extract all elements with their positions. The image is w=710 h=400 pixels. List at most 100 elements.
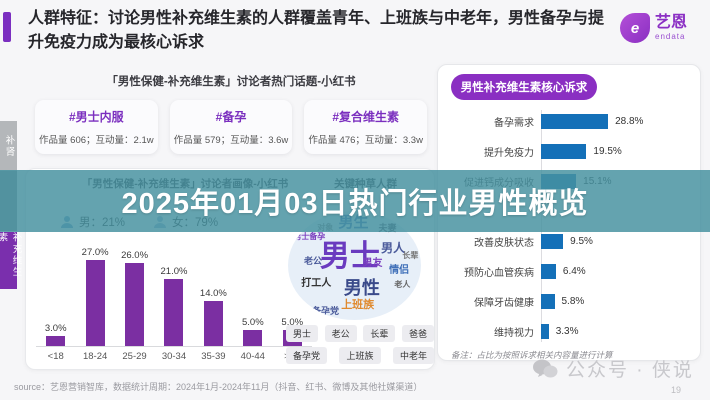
age-bar-column: 3.0% bbox=[36, 323, 75, 346]
topic-card: #男士内服作品量 606；互动量：2.1w bbox=[35, 100, 158, 154]
demand-bar bbox=[541, 323, 549, 339]
topics-heading: 「男性保健-补充维生素」讨论者热门话题-小红书 bbox=[106, 76, 356, 88]
endata-logo: e 艺恩 endata bbox=[620, 13, 687, 43]
cloud-word: 老人 bbox=[394, 279, 411, 289]
age-bar bbox=[203, 301, 223, 346]
age-bar-value: 3.0% bbox=[44, 323, 67, 335]
age-bar-value: 5.0% bbox=[281, 317, 304, 328]
cloud-word: 备孕党 bbox=[311, 305, 339, 316]
age-axis-label: 18-24 bbox=[82, 351, 108, 362]
age-bar bbox=[164, 278, 184, 346]
demand-value: 3.3% bbox=[555, 325, 579, 337]
age-bar bbox=[85, 259, 105, 346]
cloud-word: 上班族 bbox=[341, 299, 375, 312]
demand-value: 5.8% bbox=[561, 295, 585, 307]
demands-title-pill: 男性补充维生素核心诉求 bbox=[451, 74, 597, 100]
demand-bar bbox=[541, 113, 609, 129]
watermark: 公众号 · 侠说 bbox=[532, 355, 694, 382]
title-accent-bar bbox=[3, 12, 11, 42]
sidebar-tab-bushen[interactable]: 补肾 bbox=[0, 121, 17, 171]
demands-note: 备注：占比为按照诉求相关内容量进行计算 bbox=[451, 350, 613, 360]
topic-stats: 作品量 606；互动量：2.1w bbox=[39, 135, 154, 146]
cloud-word: 男士 bbox=[319, 239, 380, 273]
age-bar-value: 14.0% bbox=[199, 288, 227, 300]
age-bar bbox=[125, 262, 145, 346]
age-bar-column: 5.0% bbox=[233, 317, 272, 346]
audience-chip: 中老年 bbox=[392, 347, 434, 364]
demand-bar bbox=[541, 293, 555, 309]
chip-row: 男士 老公 长辈 爸爸 bbox=[286, 325, 434, 342]
cloud-word: 男性 bbox=[343, 277, 380, 298]
age-axis-label: <18 bbox=[47, 351, 64, 362]
source-note: source：艺恩营销智库，数据统计周期：2024年1月-2024年11月（抖音… bbox=[14, 382, 423, 392]
logo-subtext: endata bbox=[655, 32, 686, 41]
topic-tag: #复合维生素 bbox=[332, 110, 400, 124]
wechat-icon bbox=[533, 359, 558, 377]
topic-stats: 作品量 476；互动量：3.3w bbox=[308, 135, 423, 146]
demand-row: 备孕需求 28.8% bbox=[438, 110, 700, 132]
audience-chip: 老公 bbox=[324, 325, 357, 342]
audience-chips: 男士 老公 长辈 爸爸 备孕党 上班族 中老年 bbox=[286, 325, 434, 369]
demand-row: 提升免疫力 19.5% bbox=[438, 140, 700, 162]
audience-chip: 上班族 bbox=[339, 347, 381, 364]
cloud-word: 男人 bbox=[381, 240, 406, 255]
topic-tag: #男士内服 bbox=[68, 110, 124, 124]
demand-bar bbox=[541, 233, 564, 249]
cloud-word: 男友 bbox=[362, 257, 383, 269]
audience-chip: 备孕党 bbox=[286, 347, 328, 364]
audience-chip: 长辈 bbox=[363, 325, 396, 342]
cloud-word: 老公 bbox=[303, 255, 322, 266]
demand-value: 19.5% bbox=[593, 145, 622, 157]
age-plot-area: 3.0% 27.0% 26.0% 21.0% 14.0% 5.0% 5.0% bbox=[36, 242, 312, 347]
endata-logo-icon: e bbox=[620, 13, 650, 43]
demand-label: 提升免疫力 bbox=[484, 147, 534, 159]
cloud-word: 长辈 bbox=[402, 251, 419, 261]
topic-card: #复合维生素作品量 476；互动量：3.3w bbox=[304, 100, 428, 154]
age-axis-label: 30-34 bbox=[161, 351, 187, 362]
topic-tag: #备孕 bbox=[215, 110, 247, 124]
age-bar-value: 5.0% bbox=[241, 317, 264, 328]
demand-bar bbox=[541, 263, 556, 279]
age-axis-label: 40-44 bbox=[240, 351, 265, 362]
demand-value: 28.8% bbox=[615, 115, 644, 127]
sidebar-tab-vitamins[interactable]: 补充维生素 bbox=[0, 232, 22, 289]
age-bar-column: 26.0% bbox=[115, 250, 154, 346]
topic-stats: 作品量 579；互动量：3.6w bbox=[173, 135, 289, 146]
cloud-word: 男士备孕 bbox=[293, 231, 326, 241]
demand-bar bbox=[541, 143, 587, 159]
page-title: 人群特征：讨论男性补充维生素的人群覆盖青年、上班族与中老年，男性备孕与提升免疫力… bbox=[28, 10, 605, 51]
audience-chip: 男士 bbox=[286, 325, 319, 342]
cloud-word: 情侣 bbox=[389, 264, 410, 276]
age-bar-value: 21.0% bbox=[160, 265, 188, 277]
topic-card: #备孕作品量 579；互动量：3.6w bbox=[169, 100, 293, 154]
logo-glyph: e bbox=[630, 19, 640, 37]
age-bar-column: 21.0% bbox=[154, 266, 193, 346]
age-bar-chart: 3.0% 27.0% 26.0% 21.0% 14.0% 5.0% 5.0% <18 18-2… bbox=[36, 242, 312, 362]
audience-chip: 爸爸 bbox=[401, 325, 434, 342]
age-bar-column: 14.0% bbox=[194, 288, 233, 346]
page-number: 19 bbox=[671, 385, 682, 395]
age-bar bbox=[46, 336, 66, 346]
topic-cards: #男士内服 作品量 606；互动量：2.1w #备孕 作品量 579；互动量：3.6w… bbox=[35, 100, 428, 154]
demand-label: 保障牙齿健康 bbox=[474, 297, 534, 309]
demand-label: 维持视力 bbox=[494, 327, 534, 339]
logo-name: 艺恩 bbox=[655, 14, 688, 31]
demand-row: 预防心血管疾病 6.4% bbox=[438, 260, 700, 282]
age-bar-value: 26.0% bbox=[121, 249, 149, 261]
demand-value: 6.4% bbox=[562, 265, 586, 277]
cloud-word: 打工人 bbox=[301, 277, 332, 289]
demand-value: 9.5% bbox=[570, 235, 593, 247]
age-axis-label: 35-39 bbox=[201, 351, 226, 362]
demand-label: 改善皮肤状态 bbox=[474, 237, 534, 249]
watermark-text: 公众号 · 侠说 bbox=[566, 360, 694, 381]
demand-label: 预防心血管疾病 bbox=[464, 267, 534, 279]
demand-label: 备孕需求 bbox=[494, 117, 534, 129]
demand-row: 维持视力 3.3% bbox=[438, 320, 700, 342]
age-bar-value: 27.0% bbox=[81, 246, 109, 258]
age-bar bbox=[243, 330, 263, 346]
demand-row: 改善皮肤状态 9.5% bbox=[438, 230, 700, 252]
overlay-band: 2025年01月03日热门行业男性概览 bbox=[0, 170, 710, 232]
demand-row: 保障牙齿健康 5.8% bbox=[438, 290, 700, 312]
age-bar-column: 27.0% bbox=[75, 247, 114, 346]
